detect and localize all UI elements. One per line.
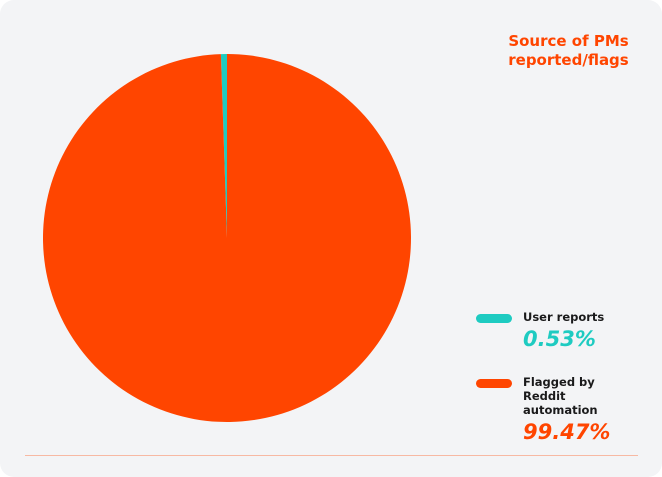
pie-slice	[220, 54, 227, 238]
chart-title: Source of PMs reported/flags	[508, 32, 629, 69]
legend-label: User reports	[523, 310, 605, 324]
legend-swatch	[476, 314, 512, 323]
pie-slice	[42, 54, 412, 422]
divider	[25, 455, 638, 456]
legend-swatch	[476, 379, 512, 388]
legend-item: Flagged by Reddit automation 99.47%	[476, 375, 626, 444]
value-label: 0.53%	[523, 327, 596, 351]
legend-label: Flagged by Reddit automation	[523, 375, 598, 417]
value-label: 99.47%	[523, 420, 611, 444]
legend-item: User reports 0.53%	[476, 310, 626, 351]
